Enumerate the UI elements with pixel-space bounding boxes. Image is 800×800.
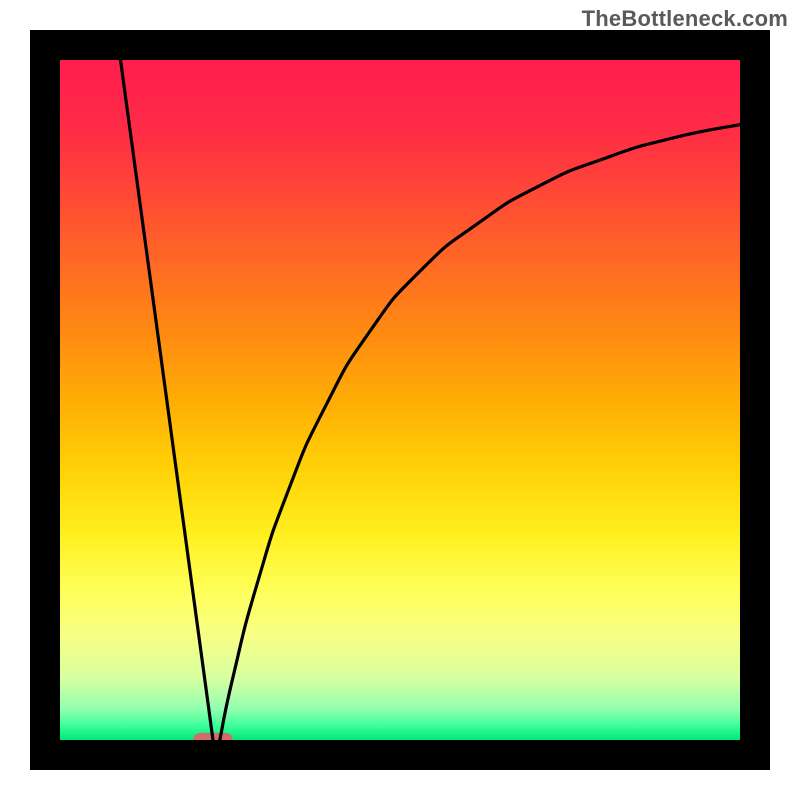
- chart-container: TheBottleneck.com: [0, 0, 800, 800]
- plot-frame: [30, 30, 770, 770]
- chart-svg: [30, 30, 770, 770]
- watermark-text: TheBottleneck.com: [582, 6, 788, 32]
- gradient-background: [60, 60, 740, 740]
